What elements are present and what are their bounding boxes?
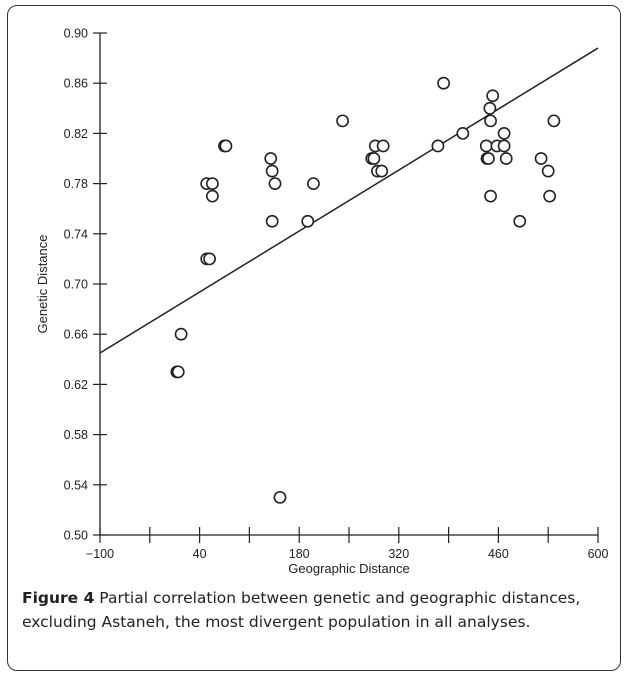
data-point (497, 126, 511, 140)
data-point (367, 152, 381, 165)
scatter-chart: 0.50 0.54 0.58 0.62 0.66 0.70 0.74 0.78 0.82 0.86… (35, 27, 609, 577)
data-point (499, 152, 513, 165)
regression-line (99, 47, 599, 354)
data-point (431, 139, 445, 153)
data-point (206, 189, 219, 203)
data-point (265, 164, 279, 178)
data-point (307, 177, 320, 190)
data-point (534, 152, 548, 165)
data-point (543, 189, 557, 203)
data-point (479, 139, 493, 153)
data-point (483, 101, 497, 115)
data-point (547, 114, 561, 128)
data-point (484, 189, 497, 203)
x-tick-label: 460 (488, 547, 509, 561)
y-tick-label: 0.50 (64, 529, 88, 543)
y-tick-label: 0.58 (64, 428, 88, 442)
x-tick-label: 180 (289, 547, 310, 561)
caption-text: Partial correlation between genetic and … (22, 589, 581, 631)
x-tick-label: 320 (388, 547, 409, 561)
data-point (336, 114, 349, 128)
y-tick-label: 0.74 (64, 227, 88, 241)
data-point (541, 164, 555, 178)
y-tick-label: 0.54 (64, 478, 88, 492)
data-point (497, 139, 511, 153)
data-point (171, 365, 185, 379)
y-tick-label: 0.78 (64, 177, 88, 191)
x-tick-label: −100 (86, 547, 114, 561)
data-point (206, 177, 219, 190)
data-point (301, 214, 315, 228)
y-tick-label: 0.86 (64, 77, 88, 91)
figure-caption: Figure 4 Partial correlation between gen… (22, 586, 614, 634)
data-point (513, 214, 527, 228)
data-point (437, 76, 451, 90)
data-point (174, 327, 188, 341)
y-tick-label: 0.70 (64, 278, 88, 292)
y-tick-label: 0.90 (64, 27, 88, 41)
y-tick-label: 0.82 (64, 127, 88, 141)
x-tick-label: 600 (588, 547, 609, 561)
x-axis-title: Geographic Distance (288, 561, 409, 576)
data-point (484, 114, 497, 128)
y-tick-label: 0.62 (64, 378, 88, 392)
data-point (203, 252, 216, 266)
caption-label: Figure 4 (22, 589, 95, 607)
figure-frame (7, 5, 621, 671)
data-point (268, 177, 282, 190)
data-point (482, 152, 495, 165)
data-point (375, 164, 389, 178)
data-point (264, 152, 278, 165)
data-point (265, 214, 279, 228)
data-point (486, 89, 500, 103)
data-point (376, 139, 390, 153)
data-point (456, 126, 470, 140)
y-axis-title: Genetic Distance (35, 235, 50, 334)
data-point (219, 139, 233, 153)
x-tick-label: 40 (193, 547, 207, 561)
data-point (273, 490, 287, 504)
y-tick-label: 0.66 (64, 328, 88, 342)
